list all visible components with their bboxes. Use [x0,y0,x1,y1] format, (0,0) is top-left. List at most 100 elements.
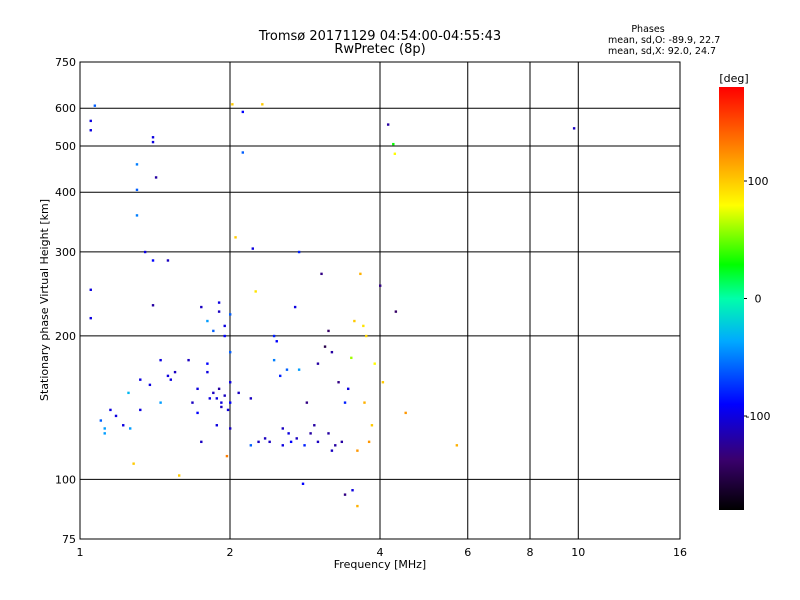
data-point [103,432,106,435]
x-tick-label: 4 [377,546,384,559]
data-point [254,290,257,293]
data-point [114,414,118,418]
x-tick-label: 6 [464,546,471,559]
data-point [127,391,130,395]
y-axis-label: Stationary phase Virtual Height [km] [38,199,51,401]
data-point [572,127,576,130]
x-axis-ticks: 1 2 4 6 8 10 16 [77,546,688,559]
data-point [212,391,215,395]
x-tick-label: 16 [673,546,687,559]
data-point [350,356,353,360]
y-tick-label: 600 [55,102,76,115]
data-point [309,432,312,435]
data-point [206,370,209,374]
data-point [217,310,221,313]
data-point [187,358,190,362]
data-point [373,362,376,365]
data-point [334,444,337,447]
colorbar-tick-label: 100 [748,175,769,188]
data-point [359,272,362,276]
data-point [249,444,253,447]
data-point [320,272,323,276]
colorbar-label: [deg] [719,72,748,85]
data-point [200,305,203,309]
data-point [346,387,350,391]
y-axis-ticks: 75 100 200 300 400 500 600 750 [55,56,76,546]
chart-subtitle: RwPretec (8p) [334,42,425,57]
data-points [89,103,576,508]
colorbar-ticks: 100 0 -100 [744,175,770,423]
data-point [196,387,199,391]
data-point [208,397,211,400]
data-point [220,401,223,404]
data-point [287,432,290,435]
data-point [293,305,297,309]
data-point [217,387,221,391]
data-point [215,424,219,427]
data-point [301,482,305,485]
data-point [166,374,170,378]
y-tick-label: 100 [55,473,76,486]
data-point [305,401,309,404]
data-point [169,378,173,381]
data-point [217,301,221,304]
data-point [212,329,215,333]
data-point [241,110,245,114]
data-point [370,424,374,427]
grid-lines [80,62,680,539]
data-point [281,427,284,430]
data-point [89,288,92,291]
chart-title: Tromsø 20171129 04:54:00-04:55:43 [258,29,501,44]
data-point [154,176,158,179]
data-point [229,350,232,354]
data-point [206,362,209,365]
data-point [159,401,162,404]
data-point [89,129,92,132]
data-point [220,405,223,409]
data-point [363,401,366,404]
data-point [251,247,254,250]
data-point [268,440,271,444]
data-point [313,424,316,427]
data-point [166,259,170,262]
x-tick-label: 8 [527,546,534,559]
data-point [362,324,365,328]
data-point [263,437,267,440]
data-point [340,440,344,444]
data-point [275,340,278,343]
data-point [257,440,260,444]
data-point [279,374,282,378]
data-point [392,142,395,146]
data-point [122,424,125,427]
data-point [226,408,230,412]
data-point [381,381,385,384]
y-tick-label: 500 [55,140,76,153]
data-point [272,358,276,362]
data-point [139,408,142,412]
data-point [297,250,301,254]
data-point [143,250,147,254]
data-point [327,432,330,435]
data-point [367,440,371,444]
data-point [386,123,390,126]
data-point [135,163,139,166]
data-point [404,411,407,415]
data-point [356,449,359,452]
data-point [135,188,139,192]
data-point [129,427,132,430]
x-tick-label: 1 [77,546,84,559]
data-point [295,437,298,440]
data-point [151,259,155,262]
data-point [393,152,397,155]
data-point [316,440,320,444]
data-point [343,493,347,496]
data-point [148,383,152,387]
x-tick-label: 2 [227,546,234,559]
data-point [285,368,289,371]
data-point [206,319,209,323]
data-point [135,214,139,217]
data-point [223,394,226,397]
data-point [281,444,284,447]
data-point [132,462,135,465]
data-point [241,151,245,154]
